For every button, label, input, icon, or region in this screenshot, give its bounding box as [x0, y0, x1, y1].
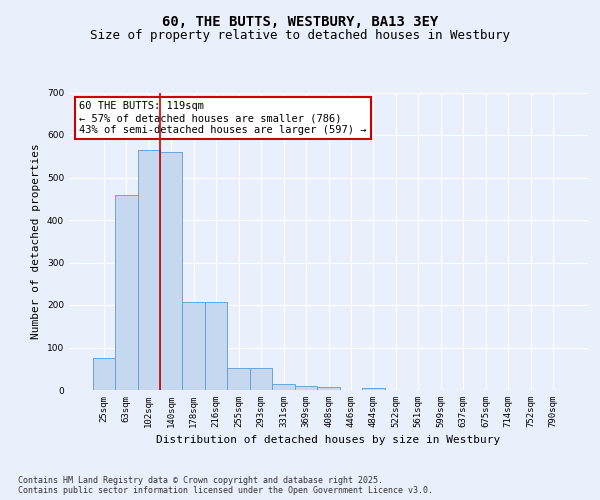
Bar [182, 302, 205, 390]
Bar [92, 358, 115, 390]
X-axis label: Distribution of detached houses by size in Westbury: Distribution of detached houses by size … [157, 436, 500, 446]
Bar [137, 150, 160, 390]
Text: Contains HM Land Registry data © Crown copyright and database right 2025.
Contai: Contains HM Land Registry data © Crown c… [18, 476, 433, 495]
Bar [295, 386, 317, 390]
Bar [205, 302, 227, 390]
Bar [227, 368, 250, 390]
Bar [115, 194, 137, 390]
Text: Size of property relative to detached houses in Westbury: Size of property relative to detached ho… [90, 30, 510, 43]
Bar [317, 386, 340, 390]
Bar [362, 388, 385, 390]
Text: 60 THE BUTTS: 119sqm
← 57% of detached houses are smaller (786)
43% of semi-deta: 60 THE BUTTS: 119sqm ← 57% of detached h… [79, 102, 367, 134]
Bar [250, 368, 272, 390]
Text: 60, THE BUTTS, WESTBURY, BA13 3EY: 60, THE BUTTS, WESTBURY, BA13 3EY [162, 16, 438, 30]
Bar [160, 152, 182, 390]
Y-axis label: Number of detached properties: Number of detached properties [31, 144, 41, 339]
Bar [272, 384, 295, 390]
